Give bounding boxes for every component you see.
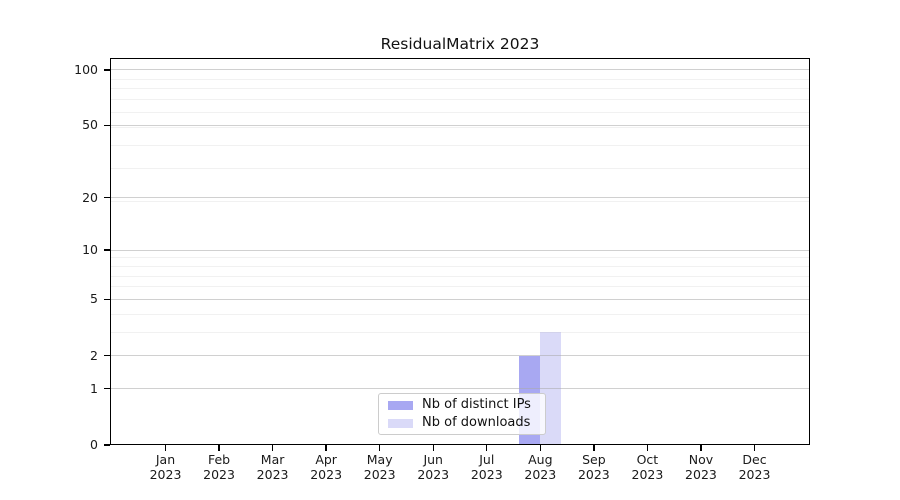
x-tick-month: Sep xyxy=(582,452,606,467)
x-tick xyxy=(379,445,381,451)
x-tick xyxy=(218,445,220,451)
x-tick-label: Jan 2023 xyxy=(150,452,182,482)
x-tick-year: 2023 xyxy=(524,467,557,482)
x-tick-label: Apr 2023 xyxy=(310,452,342,482)
y-gridline-minor xyxy=(110,99,810,101)
y-gridline-major xyxy=(110,249,810,251)
x-tick-year: 2023 xyxy=(310,467,343,482)
x-tick-label: Feb 2023 xyxy=(203,452,235,482)
y-gridline-major xyxy=(110,388,810,390)
x-tick xyxy=(593,445,595,451)
chart-title: ResidualMatrix 2023 xyxy=(380,35,540,53)
x-tick xyxy=(646,445,649,451)
x-tick-month: May xyxy=(366,452,393,467)
x-tick xyxy=(700,445,702,451)
y-gridline-major xyxy=(110,69,810,71)
x-tick xyxy=(164,445,167,451)
x-tick-month: Apr xyxy=(315,452,337,467)
y-gridline-major xyxy=(110,298,810,300)
x-tick xyxy=(539,445,541,451)
legend-swatch-distinct-ips-icon xyxy=(388,400,413,410)
legend-item-distinct-ips: Nb of distinct IPs xyxy=(379,398,545,412)
x-tick-month: Nov xyxy=(688,452,714,467)
legend: Nb of distinct IPs Nb of downloads xyxy=(378,393,546,435)
x-tick-month: Mar xyxy=(260,452,285,467)
y-tick-label: 2 xyxy=(90,347,98,363)
y-gridline-minor xyxy=(110,126,810,128)
y-tick xyxy=(104,249,110,251)
y-gridline-major xyxy=(110,355,810,357)
y-tick-label: 1 xyxy=(90,380,98,396)
y-gridline-major xyxy=(110,124,810,126)
y-gridline-minor xyxy=(110,275,810,277)
x-tick-label: Jun 2023 xyxy=(417,452,449,482)
x-tick-label: Aug 2023 xyxy=(524,452,556,482)
x-tick-label: Oct 2023 xyxy=(632,452,664,482)
y-tick-label: 0 xyxy=(90,437,98,452)
x-tick-month: Dec xyxy=(742,452,767,467)
y-tick-label: 10 xyxy=(82,242,98,258)
x-tick-year: 2023 xyxy=(631,467,664,482)
x-tick-year: 2023 xyxy=(363,467,396,482)
x-tick-label: Mar 2023 xyxy=(257,452,289,482)
y-tick-label: 100 xyxy=(74,61,98,77)
x-tick-label: May 2023 xyxy=(364,452,396,482)
y-gridline-minor xyxy=(110,168,810,170)
x-tick-year: 2023 xyxy=(577,467,610,482)
legend-label-distinct-ips: Nb of distinct IPs xyxy=(422,397,531,412)
y-gridline-minor xyxy=(110,331,810,333)
x-tick-label: Dec 2023 xyxy=(739,452,771,482)
x-tick-year: 2023 xyxy=(470,467,503,482)
y-tick-label: 5 xyxy=(90,291,98,307)
y-gridline-minor xyxy=(110,201,810,203)
y-tick xyxy=(104,196,110,199)
y-tick xyxy=(104,388,110,390)
x-tick-month: Oct xyxy=(636,452,659,467)
x-tick xyxy=(325,445,327,451)
y-tick xyxy=(104,69,110,71)
y-tick xyxy=(104,124,110,127)
y-gridline-minor xyxy=(110,111,810,113)
y-gridline-minor xyxy=(110,78,810,80)
x-tick-month: Jan xyxy=(155,452,176,467)
y-gridline-minor xyxy=(110,144,810,146)
y-gridline-major xyxy=(110,197,810,199)
y-gridline-minor xyxy=(110,286,810,288)
y-tick-label: 50 xyxy=(82,117,98,133)
legend-label-downloads: Nb of downloads xyxy=(422,415,531,430)
plot-area xyxy=(110,58,810,445)
legend-item-downloads: Nb of downloads xyxy=(379,416,545,430)
x-tick-month: Feb xyxy=(207,452,231,467)
x-tick-month: Jul xyxy=(479,452,495,467)
x-tick-label: Nov 2023 xyxy=(685,452,717,482)
y-tick xyxy=(104,355,110,357)
x-tick xyxy=(432,445,434,451)
x-tick-label: Jul 2023 xyxy=(471,452,503,482)
y-gridline-minor xyxy=(110,88,810,90)
x-tick-year: 2023 xyxy=(417,467,450,482)
x-tick xyxy=(486,445,488,451)
legend-swatch-downloads-icon xyxy=(388,418,413,428)
y-tick xyxy=(104,298,110,301)
y-gridline-minor xyxy=(110,313,810,315)
x-tick-year: 2023 xyxy=(203,467,235,482)
x-tick xyxy=(753,445,756,451)
y-tick-label: 20 xyxy=(82,189,98,205)
y-tick xyxy=(104,444,110,446)
x-tick-month: Aug xyxy=(528,452,553,467)
x-tick-year: 2023 xyxy=(738,467,771,482)
x-tick-label: Sep 2023 xyxy=(578,452,610,482)
x-tick xyxy=(271,445,274,451)
x-tick-year: 2023 xyxy=(256,467,289,482)
x-tick-year: 2023 xyxy=(149,467,182,482)
y-gridline-minor xyxy=(110,257,810,259)
x-tick-month: Jun xyxy=(423,452,443,467)
y-gridline-minor xyxy=(110,265,810,267)
x-tick-year: 2023 xyxy=(685,467,717,482)
